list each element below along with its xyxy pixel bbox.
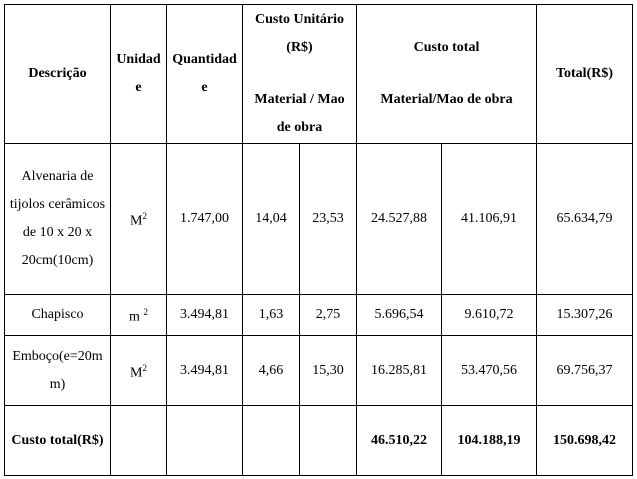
unit-base: m <box>129 309 144 325</box>
description-cell: Alvenaria de tijolos cerâmicos de 10 x 2… <box>4 143 111 295</box>
value-cell: 16.285,81 <box>356 335 442 406</box>
cell-text: 9.610,72 <box>464 307 514 322</box>
cell-text: 23,53 <box>312 211 344 226</box>
cell-text: 41.106,91 <box>461 211 517 226</box>
cell-text: 15,30 <box>312 362 344 378</box>
cell-text: 69.756,37 <box>556 362 613 378</box>
header-text: Total(R$) <box>555 66 614 81</box>
unit-cell: M2 <box>110 335 167 406</box>
cell-text: Custo total(R$) <box>11 432 104 448</box>
header-text: Unidade <box>116 52 161 95</box>
description-cell: Chapisco <box>4 294 111 336</box>
value-cell: 1,63 <box>242 294 300 336</box>
footer-value-cell: 104.188,19 <box>441 405 537 476</box>
unit-cell: M2 <box>110 143 167 295</box>
cell-text: 3.494,81 <box>180 307 229 322</box>
cell-text: 53.470,56 <box>461 362 517 378</box>
cell-text: 104.188,19 <box>457 432 521 448</box>
header-text: Custo total <box>413 40 480 55</box>
cell-text: 1,63 <box>258 307 284 322</box>
header-cell: Quantidade <box>166 4 243 144</box>
header-cell: Unidade <box>110 4 167 144</box>
header-text: Descrição <box>28 66 87 81</box>
cell-text: 4,66 <box>258 362 284 378</box>
cell-text: 65.634,79 <box>556 211 613 226</box>
header-row: Descrição Unidade Quantidade Custo Unitá… <box>4 4 633 144</box>
value-cell: 3.494,81 <box>166 335 243 406</box>
value-cell: 1.747,00 <box>166 143 243 295</box>
cell-text: 1.747,00 <box>180 211 229 226</box>
header-text: Material/Mao de obra <box>380 92 513 107</box>
empty-cell <box>242 405 300 476</box>
value-cell: 24.527,88 <box>356 143 442 295</box>
body-row: Emboço(e=20mm) M2 3.494,81 4,66 15,30 16.285,… <box>4 335 633 406</box>
unit-base: M <box>130 213 143 229</box>
header-cell: Total(R$) <box>536 4 633 144</box>
value-cell: 15.307,26 <box>536 294 633 336</box>
unit-exponent: 2 <box>142 211 147 222</box>
footer-row: Custo total(R$) 46.510,22 104.188,19 150.69… <box>4 405 633 476</box>
value-cell: 69.756,37 <box>536 335 633 406</box>
cell-text: 150.698,42 <box>553 432 616 448</box>
cell-text: 2,75 <box>315 307 341 322</box>
body-row: Chapisco m 2 3.494,81 1,63 2,75 5.696,54 9.610… <box>4 294 633 336</box>
cell-text: Alvenaria de tijolos cerâmicos de 10 x 2… <box>9 169 106 268</box>
header-text: Custo Unitário (R$) <box>254 12 345 55</box>
value-cell: 14,04 <box>242 143 300 295</box>
value-cell: 5.696,54 <box>356 294 442 336</box>
value-cell: 2,75 <box>299 294 357 336</box>
unit-cell: m 2 <box>110 294 167 336</box>
cell-text: 16.285,81 <box>371 362 427 378</box>
value-cell: 3.494,81 <box>166 294 243 336</box>
body-row: Alvenaria de tijolos cerâmicos de 10 x 2… <box>4 143 633 295</box>
footer-label-cell: Custo total(R$) <box>4 405 111 476</box>
cell-text: Emboço(e=20mm) <box>12 348 103 392</box>
cell-text: 14,04 <box>255 211 287 226</box>
unit-exponent: 2 <box>142 362 147 373</box>
value-cell: 41.106,91 <box>441 143 537 295</box>
description-cell: Emboço(e=20mm) <box>4 335 111 406</box>
header-cell: Custo Unitário (R$) Material / Mao de obr… <box>242 4 357 144</box>
header-cell: Descrição <box>4 4 111 144</box>
cell-text: 15.307,26 <box>556 307 613 322</box>
cell-text: 5.696,54 <box>374 307 424 322</box>
footer-value-cell: 150.698,42 <box>536 405 633 476</box>
header-cell: Custo total Material/Mao de obra <box>356 4 537 144</box>
cell-text: 46.510,22 <box>371 432 427 448</box>
value-cell: 53.470,56 <box>441 335 537 406</box>
empty-cell <box>110 405 167 476</box>
cost-table: Descrição Unidade Quantidade Custo Unitá… <box>4 4 633 476</box>
cell-text: 3.494,81 <box>180 362 229 378</box>
empty-cell <box>299 405 357 476</box>
footer-value-cell: 46.510,22 <box>356 405 442 476</box>
value-cell: 9.610,72 <box>441 294 537 336</box>
header-text: Quantidade <box>172 52 237 95</box>
value-cell: 23,53 <box>299 143 357 295</box>
cell-text: Chapisco <box>31 307 84 322</box>
cell-text: 24.527,88 <box>371 211 427 226</box>
value-cell: 15,30 <box>299 335 357 406</box>
value-cell: 4,66 <box>242 335 300 406</box>
unit-base: M <box>130 365 143 381</box>
value-cell: 65.634,79 <box>536 143 633 295</box>
header-text: Material / Mao de obra <box>254 92 345 135</box>
unit-exponent: 2 <box>143 307 148 318</box>
empty-cell <box>166 405 243 476</box>
